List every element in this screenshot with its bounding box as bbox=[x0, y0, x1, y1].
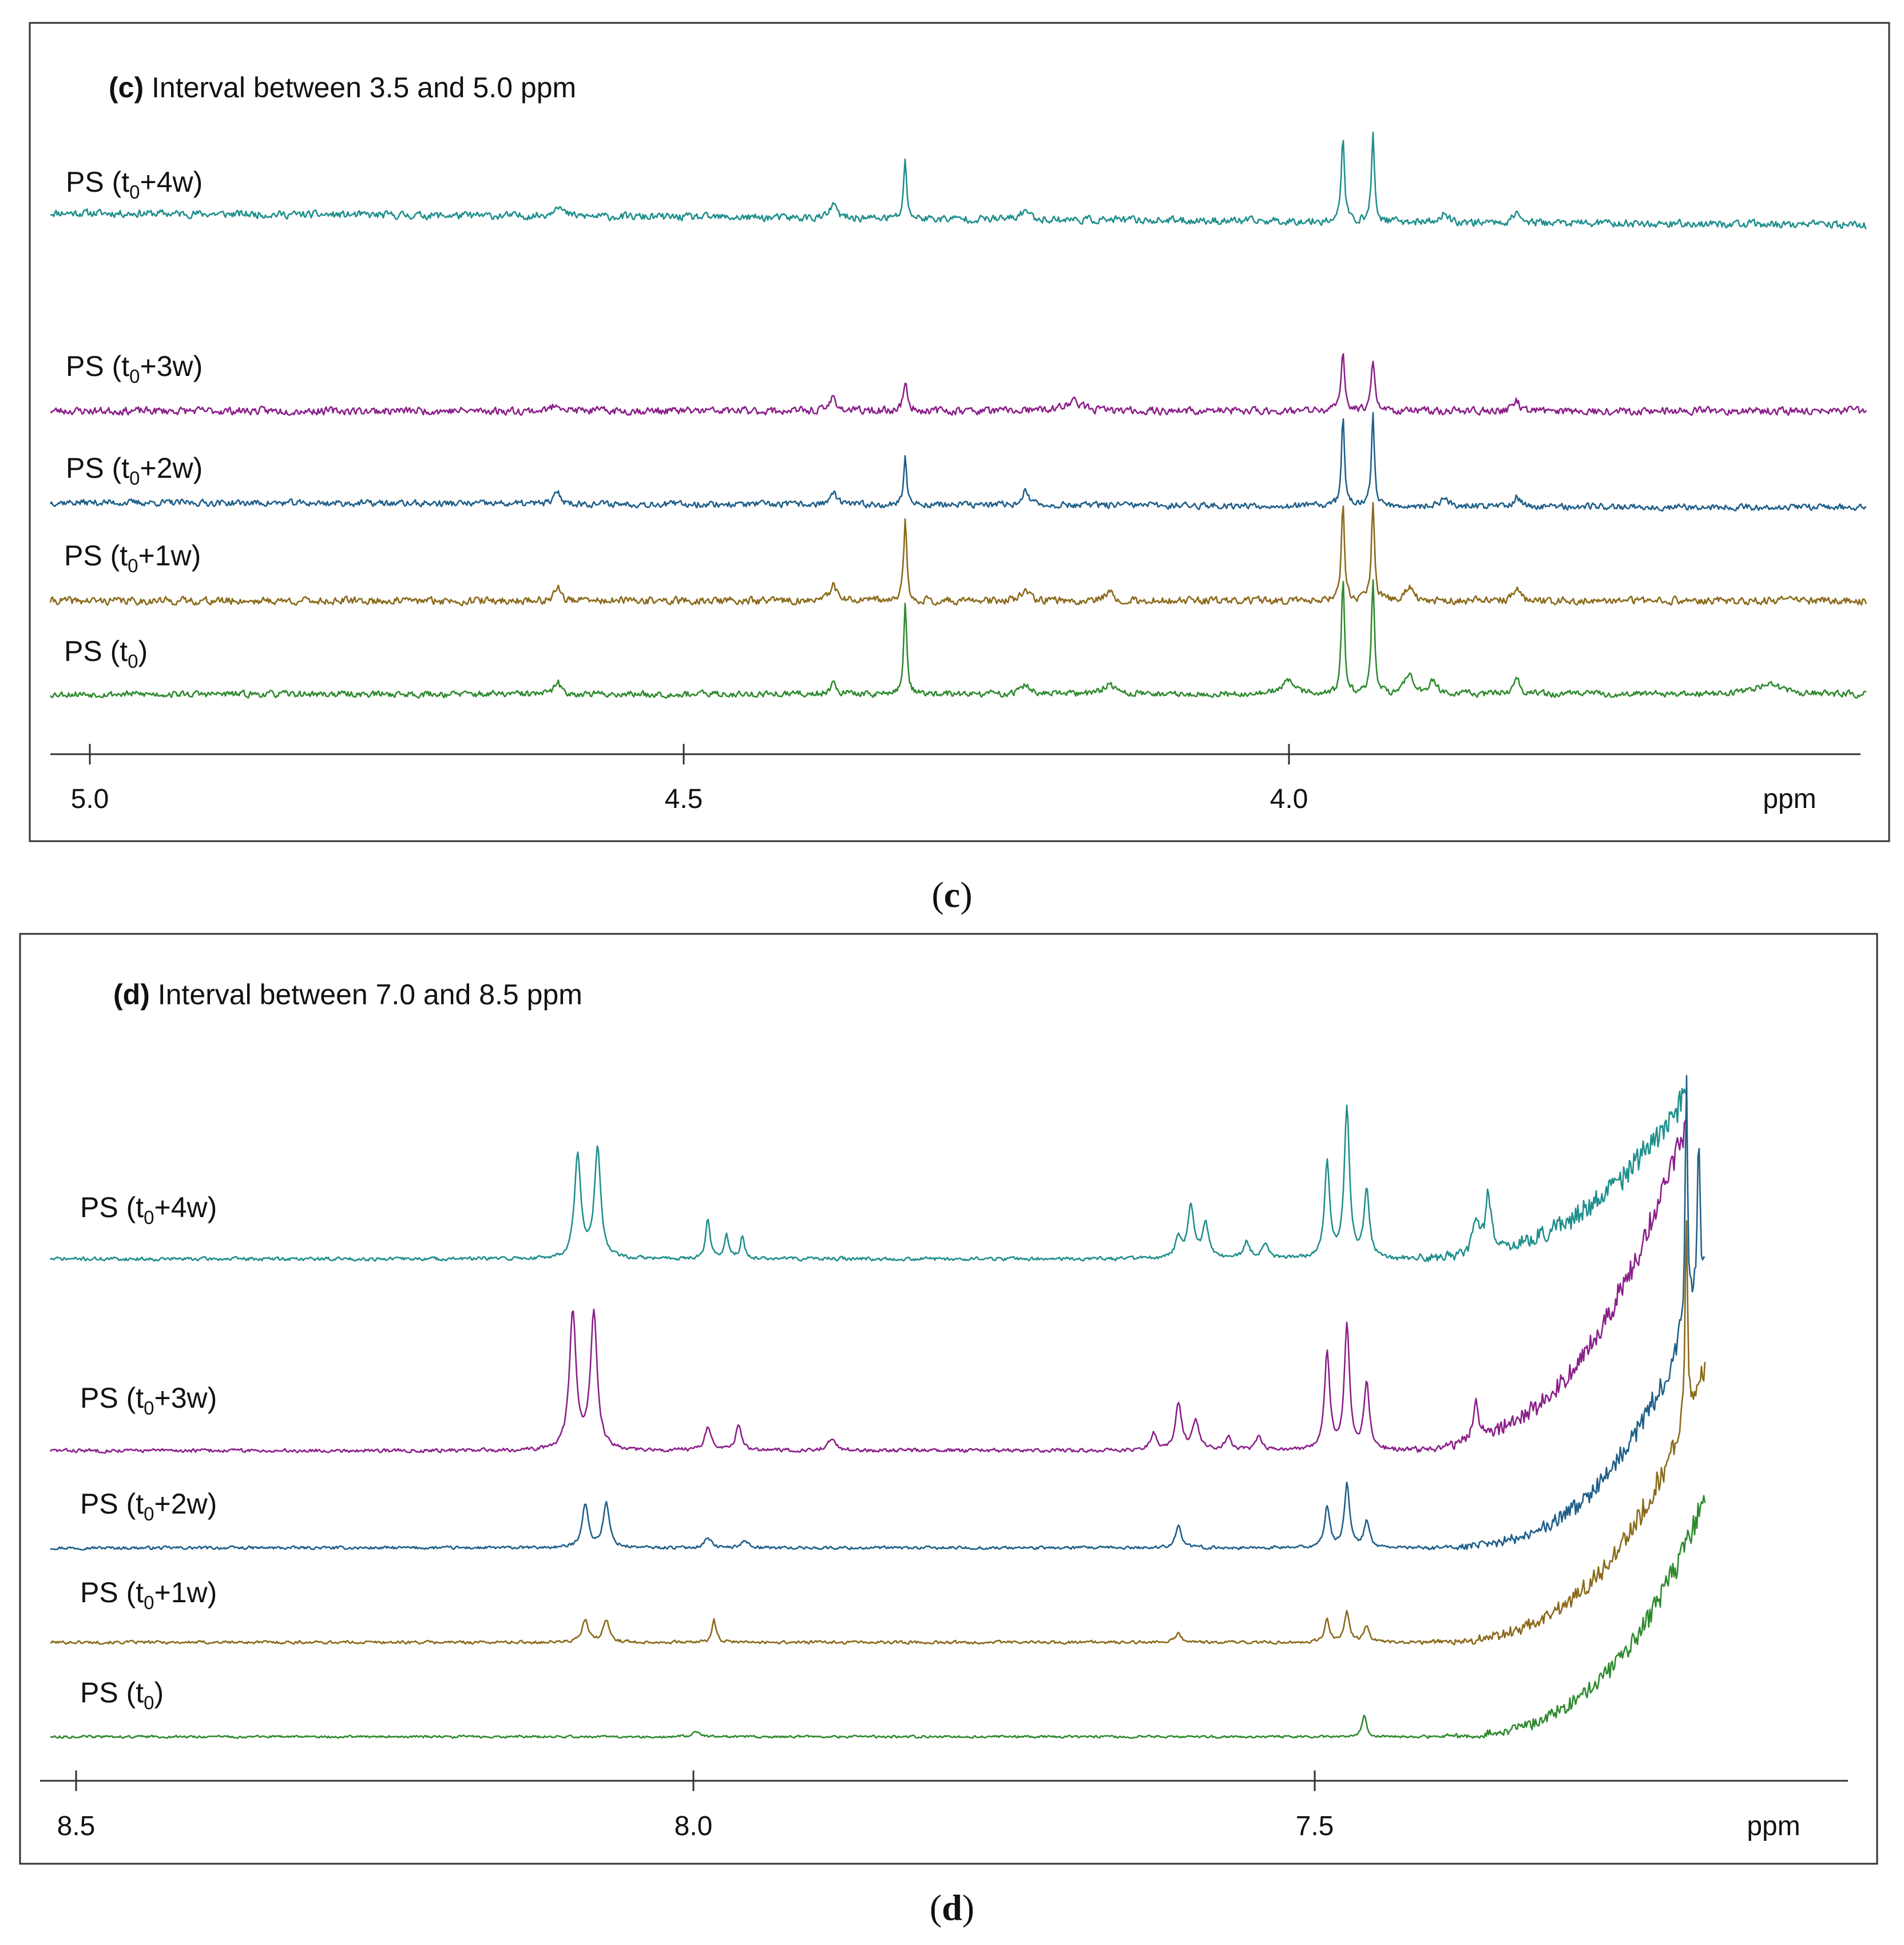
label-sub: 0 bbox=[144, 1503, 154, 1524]
label-sub: 0 bbox=[144, 1592, 154, 1613]
label-main: PS (t bbox=[80, 1677, 144, 1709]
trace-ps-t0-2w bbox=[49, 411, 1867, 512]
trace-ps-t0-4w bbox=[50, 131, 1867, 230]
panel-c-tick-label-4.5: 4.5 bbox=[665, 784, 703, 814]
panel-c-axis-unit: ppm bbox=[1763, 784, 1816, 814]
panel-c-frame bbox=[29, 22, 1890, 842]
caption-c-letter: c bbox=[944, 874, 960, 915]
label-tail: +2w) bbox=[154, 1488, 217, 1520]
label-tail: +3w) bbox=[140, 350, 203, 382]
panel-d-title-text: Interval between 7.0 and 8.5 ppm bbox=[150, 979, 582, 1011]
label-main: PS (t bbox=[64, 540, 128, 572]
trace-ps-t0-4w bbox=[50, 1088, 1688, 1262]
label-sub: 0 bbox=[129, 181, 140, 203]
panel-d: (d) Interval between 7.0 and 8.5 ppm PS … bbox=[19, 933, 1878, 1865]
trace-ps-t0-3w bbox=[49, 1116, 1688, 1454]
panel-c-title-text: Interval between 3.5 and 5.0 ppm bbox=[144, 72, 576, 104]
label-main: PS (t bbox=[80, 1382, 144, 1414]
label-tail: +4w) bbox=[140, 166, 203, 198]
panel-d-tick-label-8.5: 8.5 bbox=[57, 1811, 96, 1841]
panel-c-label-t0-2w: PS (t0+2w) bbox=[66, 452, 203, 489]
label-main: PS (t bbox=[64, 635, 128, 667]
panel-c-title-bold: (c) bbox=[109, 72, 144, 104]
label-sub: 0 bbox=[128, 651, 138, 672]
trace-ps-t0-2w bbox=[50, 1075, 1705, 1551]
trace-ps-t0-3w bbox=[50, 352, 1867, 416]
panel-c-tick-label-4.0: 4.0 bbox=[1270, 784, 1308, 814]
label-sub: 0 bbox=[144, 1397, 154, 1419]
caption-c: (c) bbox=[931, 874, 972, 915]
panel-c: (c) Interval between 3.5 and 5.0 ppm PS … bbox=[29, 22, 1890, 842]
label-main: PS (t bbox=[80, 1576, 144, 1609]
panel-d-title: (d) Interval between 7.0 and 8.5 ppm bbox=[113, 979, 582, 1011]
panel-d-label-t0-1w: PS (t0+1w) bbox=[80, 1576, 217, 1613]
panel-d-label-t0-3w: PS (t0+3w) bbox=[80, 1382, 217, 1419]
label-main: PS (t bbox=[66, 350, 129, 382]
panel-c-tick-label-5.0: 5.0 bbox=[71, 784, 109, 814]
label-tail: +1w) bbox=[138, 540, 201, 572]
label-tail: +4w) bbox=[154, 1191, 217, 1223]
panel-d-axis-unit: ppm bbox=[1747, 1811, 1800, 1841]
label-tail: ) bbox=[154, 1677, 164, 1709]
panel-c-label-t0-1w: PS (t0+1w) bbox=[64, 540, 201, 576]
panel-c-title: (c) Interval between 3.5 and 5.0 ppm bbox=[109, 72, 576, 104]
label-main: PS (t bbox=[66, 166, 129, 198]
label-sub: 0 bbox=[129, 468, 140, 489]
trace-ps-t0 bbox=[49, 579, 1867, 699]
label-main: PS (t bbox=[80, 1488, 144, 1520]
panel-c-label-t0-3w: PS (t0+3w) bbox=[66, 350, 203, 387]
panel-d-tick-label-7.5: 7.5 bbox=[1296, 1811, 1334, 1841]
panel-d-label-t0-4w: PS (t0+4w) bbox=[80, 1191, 217, 1228]
label-tail: +3w) bbox=[154, 1382, 217, 1414]
label-sub: 0 bbox=[144, 1692, 154, 1713]
label-sub: 0 bbox=[129, 366, 140, 387]
trace-ps-t0-1w bbox=[49, 502, 1867, 607]
caption-d: (d) bbox=[930, 1887, 974, 1928]
label-main: PS (t bbox=[66, 452, 129, 484]
label-tail: +2w) bbox=[140, 452, 203, 484]
caption-d-letter: d bbox=[942, 1887, 962, 1928]
label-sub: 0 bbox=[128, 555, 138, 576]
trace-ps-t0 bbox=[50, 1495, 1706, 1740]
label-tail: +1w) bbox=[154, 1576, 217, 1609]
label-sub: 0 bbox=[144, 1207, 154, 1228]
panel-d-frame bbox=[19, 933, 1878, 1865]
trace-ps-t0-1w bbox=[50, 1220, 1706, 1646]
panel-d-tick-label-8.0: 8.0 bbox=[675, 1811, 713, 1841]
panel-c-label-t0-4w: PS (t0+4w) bbox=[66, 166, 203, 203]
label-tail: ) bbox=[138, 635, 148, 667]
panel-d-label-t0: PS (t0) bbox=[80, 1677, 164, 1713]
label-main: PS (t bbox=[80, 1191, 144, 1223]
panel-d-label-t0-2w: PS (t0+2w) bbox=[80, 1488, 217, 1524]
panel-c-traces bbox=[49, 131, 1867, 699]
panel-d-title-bold: (d) bbox=[113, 979, 150, 1011]
panel-c-label-t0: PS (t0) bbox=[64, 635, 148, 672]
panel-d-traces bbox=[49, 1075, 1706, 1740]
